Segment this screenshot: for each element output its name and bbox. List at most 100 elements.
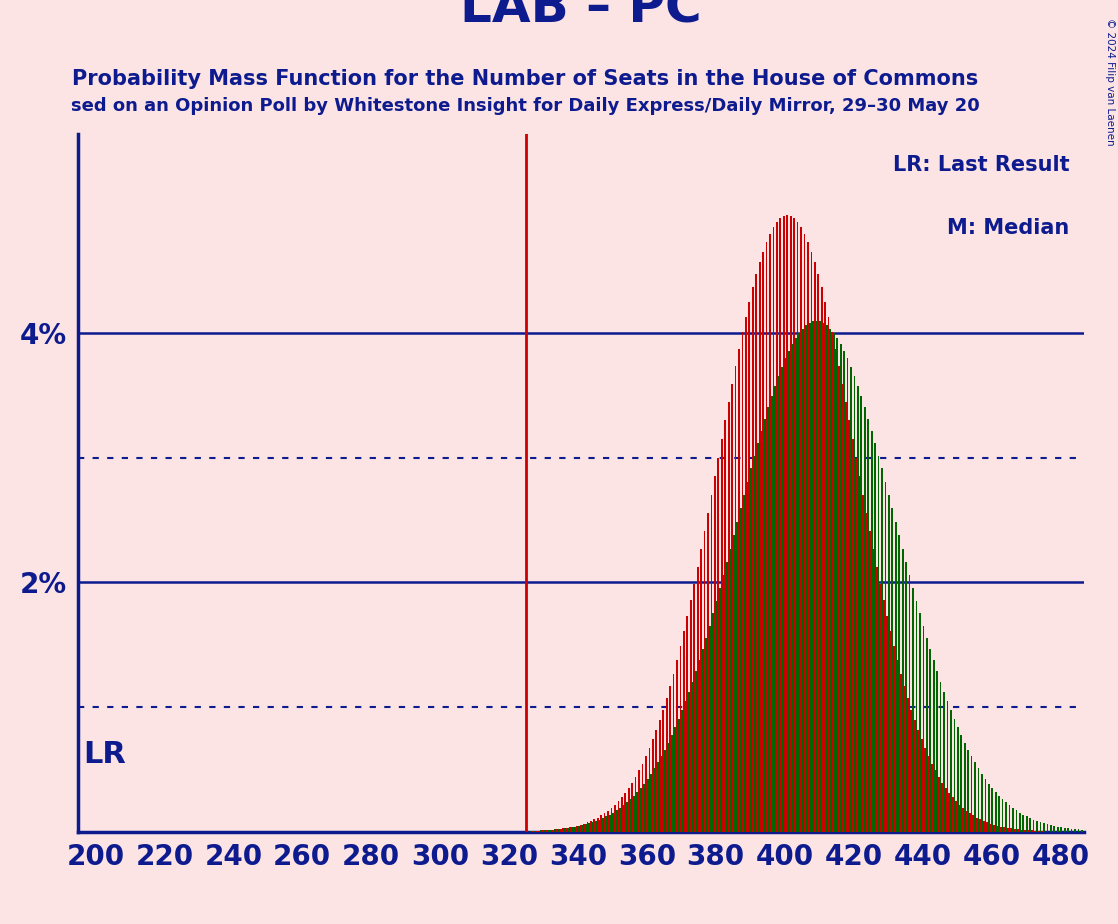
- Bar: [993, 825, 995, 832]
- Bar: [759, 262, 760, 832]
- Bar: [645, 756, 647, 832]
- Bar: [553, 830, 556, 832]
- Bar: [944, 691, 945, 832]
- Bar: [794, 218, 795, 832]
- Bar: [963, 808, 964, 832]
- Bar: [795, 338, 797, 832]
- Bar: [1084, 830, 1087, 832]
- Bar: [718, 457, 719, 832]
- Bar: [728, 402, 730, 832]
- Bar: [1011, 829, 1012, 832]
- Bar: [664, 749, 666, 832]
- Bar: [945, 788, 947, 832]
- Bar: [1005, 802, 1007, 832]
- Title: LAB – PC: LAB – PC: [461, 0, 702, 33]
- Bar: [591, 822, 594, 832]
- Bar: [557, 829, 559, 832]
- Bar: [697, 566, 699, 832]
- Bar: [556, 830, 557, 832]
- Bar: [562, 829, 565, 832]
- Text: M: Median: M: Median: [947, 218, 1070, 237]
- Bar: [1095, 831, 1097, 832]
- Bar: [1031, 831, 1033, 832]
- Bar: [831, 333, 833, 832]
- Bar: [1014, 829, 1015, 832]
- Bar: [647, 779, 648, 832]
- Bar: [941, 783, 944, 832]
- Bar: [967, 749, 969, 832]
- Bar: [585, 824, 587, 832]
- Bar: [921, 739, 922, 832]
- Bar: [678, 719, 680, 832]
- Bar: [890, 631, 891, 832]
- Bar: [571, 827, 572, 832]
- Bar: [989, 823, 992, 832]
- Bar: [699, 661, 700, 832]
- Bar: [888, 495, 890, 832]
- Bar: [671, 736, 673, 832]
- Bar: [992, 788, 993, 832]
- Bar: [833, 333, 835, 832]
- Bar: [988, 784, 989, 832]
- Bar: [928, 756, 929, 832]
- Bar: [537, 831, 538, 832]
- Bar: [651, 773, 652, 832]
- Bar: [1060, 827, 1062, 832]
- Bar: [762, 251, 764, 832]
- Bar: [883, 601, 884, 832]
- Bar: [546, 831, 547, 832]
- Bar: [662, 710, 664, 832]
- Bar: [617, 801, 619, 832]
- Bar: [887, 616, 888, 832]
- Bar: [835, 349, 836, 832]
- Bar: [954, 719, 955, 832]
- Bar: [1012, 808, 1014, 832]
- Bar: [628, 788, 629, 832]
- Bar: [878, 456, 880, 832]
- Bar: [871, 431, 872, 832]
- Bar: [550, 830, 552, 832]
- Bar: [932, 661, 935, 832]
- Bar: [789, 215, 792, 832]
- Bar: [852, 439, 853, 832]
- Bar: [726, 562, 728, 832]
- Bar: [619, 808, 620, 832]
- Bar: [747, 481, 748, 832]
- Bar: [639, 788, 642, 832]
- Bar: [826, 325, 827, 832]
- Bar: [569, 827, 571, 832]
- Bar: [741, 333, 743, 832]
- Bar: [982, 773, 983, 832]
- Bar: [559, 829, 561, 832]
- Bar: [695, 671, 697, 832]
- Bar: [597, 818, 598, 832]
- Bar: [700, 549, 702, 832]
- Bar: [604, 813, 606, 832]
- Bar: [998, 796, 999, 832]
- Bar: [964, 743, 966, 832]
- Bar: [814, 262, 816, 832]
- Bar: [800, 227, 802, 832]
- Bar: [881, 468, 883, 832]
- Bar: [922, 626, 925, 832]
- Bar: [1078, 830, 1079, 832]
- Bar: [721, 439, 722, 832]
- Bar: [804, 234, 805, 832]
- Bar: [1034, 831, 1036, 832]
- Bar: [636, 792, 638, 832]
- Bar: [667, 743, 670, 832]
- Bar: [538, 831, 540, 832]
- Bar: [779, 218, 781, 832]
- Bar: [1068, 828, 1069, 832]
- Bar: [816, 321, 817, 832]
- Bar: [1024, 830, 1026, 832]
- Bar: [632, 783, 633, 832]
- Bar: [1043, 823, 1045, 832]
- Bar: [588, 823, 590, 832]
- Bar: [552, 830, 553, 832]
- Bar: [655, 730, 657, 832]
- Bar: [738, 349, 740, 832]
- Bar: [584, 823, 585, 832]
- Bar: [958, 805, 960, 832]
- Bar: [598, 820, 600, 832]
